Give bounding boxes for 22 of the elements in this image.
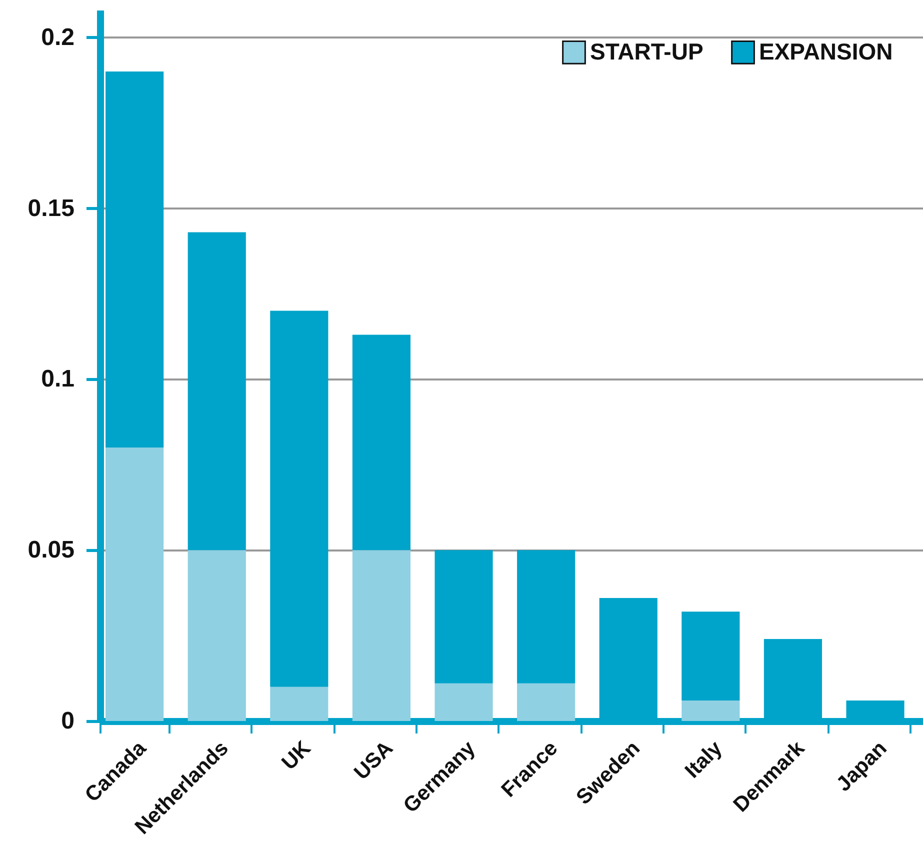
bar xyxy=(188,550,246,721)
bar xyxy=(517,683,576,721)
bar xyxy=(270,310,328,687)
bar xyxy=(106,448,164,721)
bar xyxy=(270,686,328,721)
bar xyxy=(434,550,493,684)
y-tick-label: 0.15 xyxy=(28,194,74,222)
legend-label: EXPANSION xyxy=(759,38,893,64)
bar xyxy=(682,612,740,700)
x-tick-label: USA xyxy=(350,736,398,784)
x-tick-label: UK xyxy=(278,736,316,775)
legend-label: START-UP xyxy=(590,38,704,64)
bar xyxy=(517,550,576,684)
bar xyxy=(352,550,410,721)
y-tick-label: 0.1 xyxy=(41,366,74,393)
y-tick-label: 0.2 xyxy=(41,24,74,51)
bar xyxy=(682,700,740,721)
y-tick-label: 0 xyxy=(61,708,74,734)
bar xyxy=(434,683,493,721)
y-tick-label: 0.05 xyxy=(28,536,74,564)
bar xyxy=(188,232,246,550)
bar xyxy=(352,334,410,550)
